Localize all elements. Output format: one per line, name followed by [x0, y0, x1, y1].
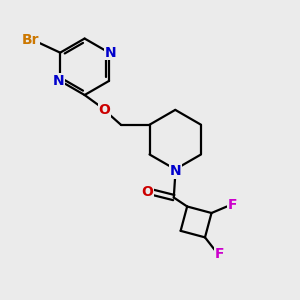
- Text: F: F: [228, 198, 237, 212]
- Text: N: N: [169, 164, 181, 178]
- Text: O: O: [99, 103, 110, 117]
- Text: N: N: [53, 74, 64, 88]
- Text: Br: Br: [22, 33, 39, 47]
- Text: O: O: [141, 185, 153, 199]
- Text: F: F: [215, 247, 225, 261]
- Text: N: N: [105, 46, 116, 60]
